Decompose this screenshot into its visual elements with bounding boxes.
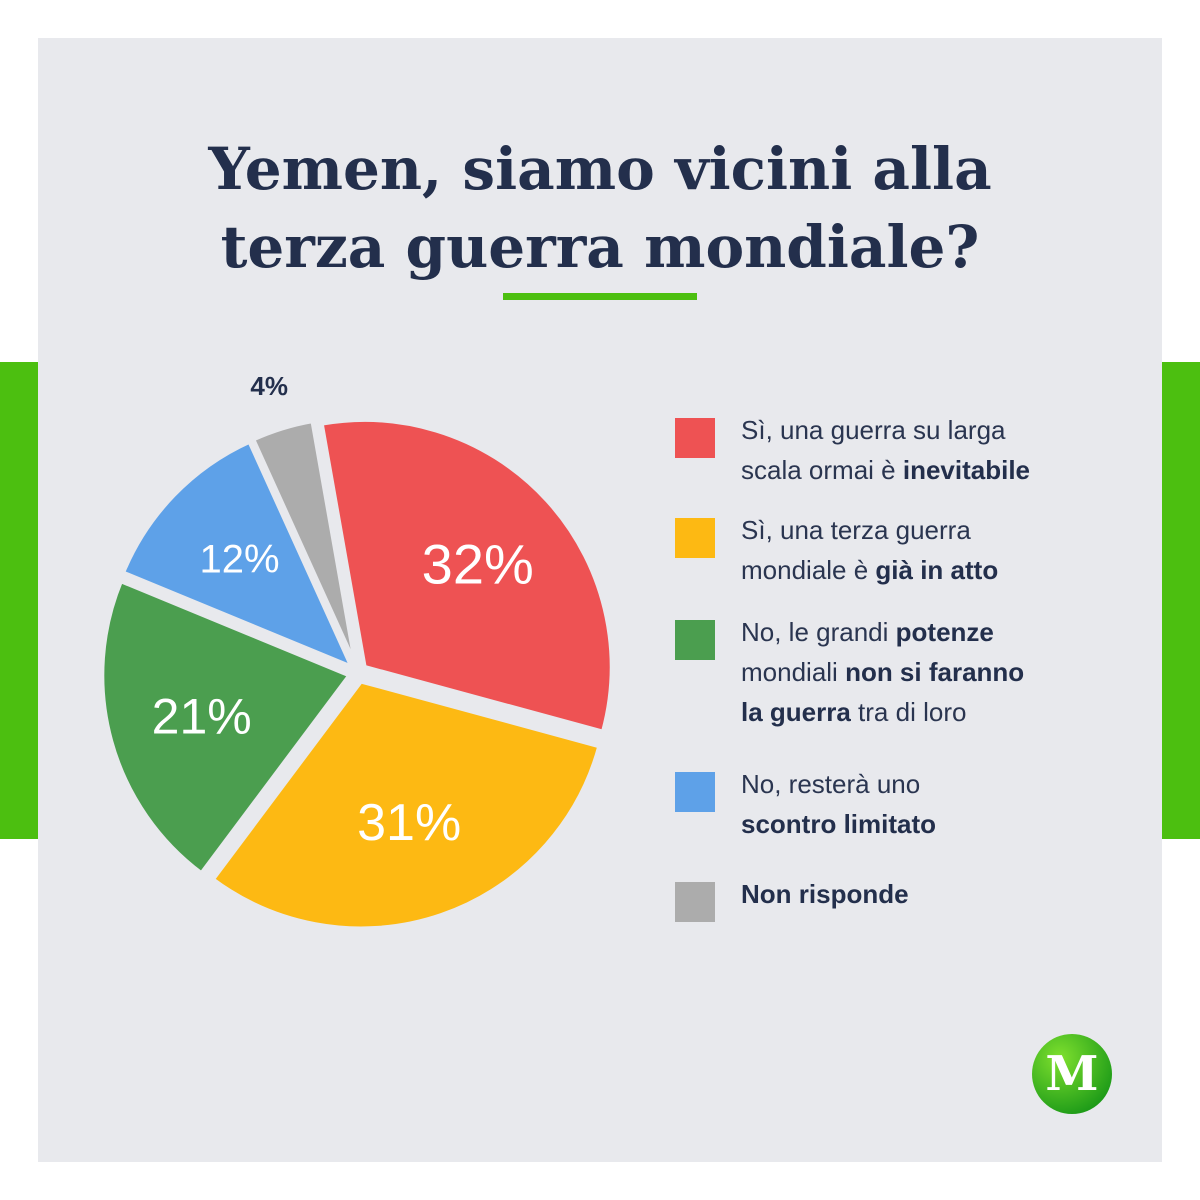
legend-swatch [675, 620, 715, 660]
chart-title: Yemen, siamo vicini alla terza guerra mo… [38, 130, 1162, 286]
pie-slice [100, 579, 352, 876]
pie-slice [121, 439, 354, 669]
pie-slice [210, 679, 602, 931]
legend-label: Sì, una terza guerra mondiale è già in at… [741, 515, 999, 585]
infographic-card: Yemen, siamo vicini alla terza guerra mo… [38, 38, 1162, 1162]
chart-title-line-1: Yemen, siamo vicini alla [208, 135, 992, 203]
legend-swatch [675, 772, 715, 812]
logo-circle [1032, 1034, 1112, 1114]
pie-slice-value-label: 12% [200, 538, 280, 582]
legend-label: No, le grandi potenze mondiali non si far… [741, 617, 1025, 727]
legend-label: Sì, una guerra su larga scala ormai è ine… [741, 415, 1030, 485]
right-accent-bar [1162, 362, 1200, 839]
pie-chart: 32% 31% 21% 12% 4% [100, 371, 614, 931]
pie-slice-value-label: 4% [250, 371, 288, 401]
left-accent-bar [0, 362, 38, 839]
legend-swatch [675, 418, 715, 458]
legend-swatch [675, 882, 715, 922]
legend-label: Non risponde [741, 879, 909, 909]
pie-slice-value-label: 21% [152, 689, 252, 745]
title-divider [503, 293, 697, 300]
pie-slice [319, 417, 614, 734]
legend-swatch [675, 518, 715, 558]
logo: M [1032, 1034, 1112, 1114]
legend-label: No, resterà uno scontro limitato [741, 769, 937, 839]
logo-letter: M [1045, 1046, 1098, 1102]
chart-title-line-2: terza guerra mondiale? [220, 213, 980, 281]
pie-slice [251, 419, 358, 667]
pie-slice-value-label: 31% [357, 794, 461, 852]
pie-slice-value-label: 32% [422, 532, 534, 595]
